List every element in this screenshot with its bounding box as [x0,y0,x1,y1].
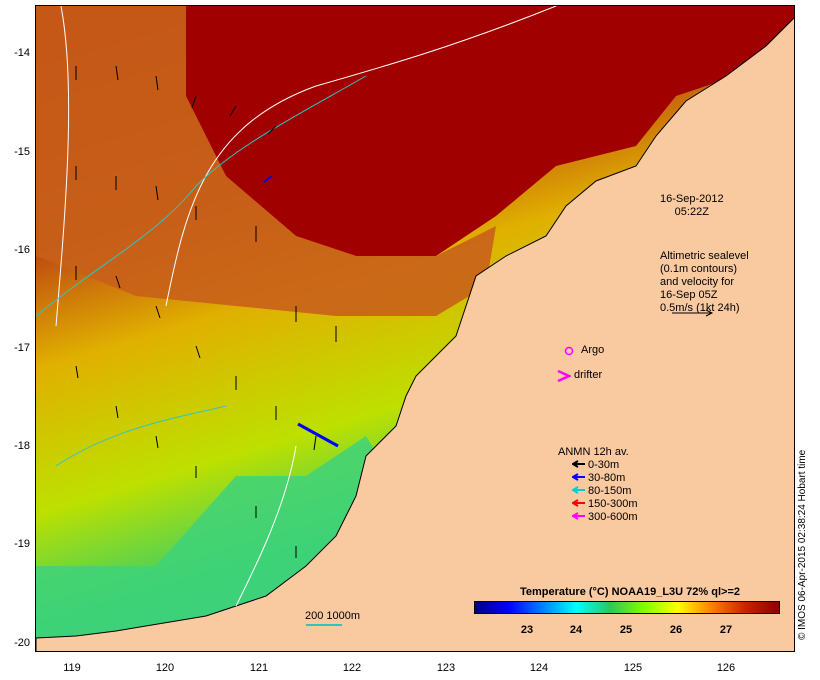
legend-item: 30-80m [571,472,626,484]
x-tick-label: 120 [155,662,175,674]
y-tick-label: -20 [14,637,30,649]
sst-map [36,6,794,651]
date-label: 16-Sep-2012 [660,193,724,205]
note-line: Altimetric sealevel [660,250,749,262]
legend-label: 0-30m [588,459,620,471]
y-tick-label: -14 [14,47,30,59]
x-tick-label: 121 [249,662,269,674]
legend-label: 300-600m [588,511,638,523]
colorbar-tick: 23 [520,624,534,636]
depth-scale-line [306,624,342,626]
argo-label: Argo [581,344,605,356]
legend-arrow-icon [571,472,588,484]
velocity-vectors [75,65,337,558]
legend-arrow-icon [571,485,588,497]
sealevel-contour [165,6,557,307]
colorbar-tick: 27 [719,624,733,636]
note-line: and velocity for [660,276,734,288]
drifter-label: drifter [574,369,603,381]
drifter-marker-icon [557,369,571,383]
colorbar [474,601,780,614]
map-frame[interactable] [35,5,795,652]
legend-item: 0-30m [571,459,620,471]
colorbar-tick: 26 [669,624,683,636]
legend-item: 300-600m [571,511,638,523]
legend-title: ANMN 12h av. [558,446,629,458]
colorbar-tick: 24 [569,624,583,636]
x-tick-label: 124 [529,662,549,674]
legend-label: 150-300m [588,498,638,510]
warm-pool [186,6,794,256]
legend-item: 80-150m [571,485,632,497]
x-tick-label: 123 [436,662,456,674]
legend-arrow-icon [571,511,588,523]
date-stamp: 16-Sep-2012 05:22Z [660,193,724,219]
time-label: 05:22Z [674,206,709,218]
y-tick-label: -15 [14,146,30,158]
argo-marker-icon [564,346,574,356]
altimetry-note: Altimetric sealevel (0.1m contours) and … [660,250,749,315]
legend-label: 80-150m [588,485,632,497]
depth-scale-label: 200 1000m [305,610,361,622]
y-tick-label: -18 [14,440,30,452]
colorbar-tick: 25 [619,624,633,636]
mooring-vector [297,422,339,448]
legend-arrow-icon [571,498,588,510]
sealevel-contour [235,445,297,607]
legend-label: 30-80m [588,472,626,484]
note-line: 0.5m/s (1kt 24h) [660,302,740,314]
note-line: 16-Sep 05Z [660,289,718,301]
intermediate-band [36,6,496,316]
y-tick-label: -19 [14,538,30,550]
sealevel-contour [36,75,367,317]
credit-text: © IMOS 06-Apr-2015 02:38:24 Hobart time [797,449,808,640]
y-tick-label: -17 [14,342,30,354]
x-tick-label: 126 [716,662,736,674]
x-tick-label: 125 [623,662,643,674]
x-tick-label: 119 [63,662,81,674]
sealevel-contour [55,6,70,327]
scale-arrow-icon [672,309,714,317]
legend-item: 150-300m [571,498,638,510]
colorbar-title: Temperature (°C) NOAA19_L3U 72% ql>=2 [520,586,740,598]
note-line: (0.1m contours) [660,263,738,275]
land [36,17,794,651]
sealevel-contour [55,405,227,467]
x-tick-label: 122 [342,662,362,674]
legend-arrow-icon [571,459,588,471]
mooring-vector [263,175,273,183]
y-tick-label: -16 [14,244,30,256]
